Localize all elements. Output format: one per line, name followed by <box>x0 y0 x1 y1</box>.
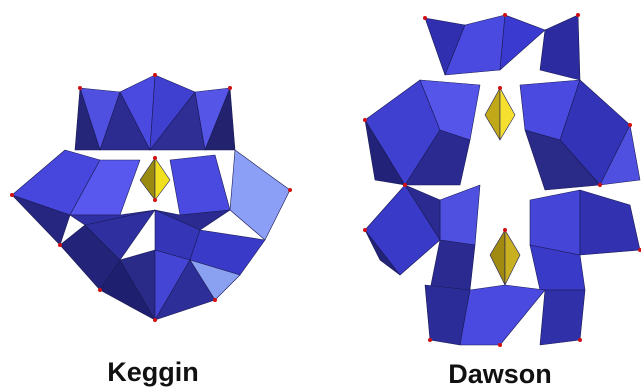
structure-label: Dawson <box>448 359 552 389</box>
dawson-structure <box>363 13 641 347</box>
keggin-structure <box>10 73 292 322</box>
structure-label: Keggin <box>107 357 199 387</box>
